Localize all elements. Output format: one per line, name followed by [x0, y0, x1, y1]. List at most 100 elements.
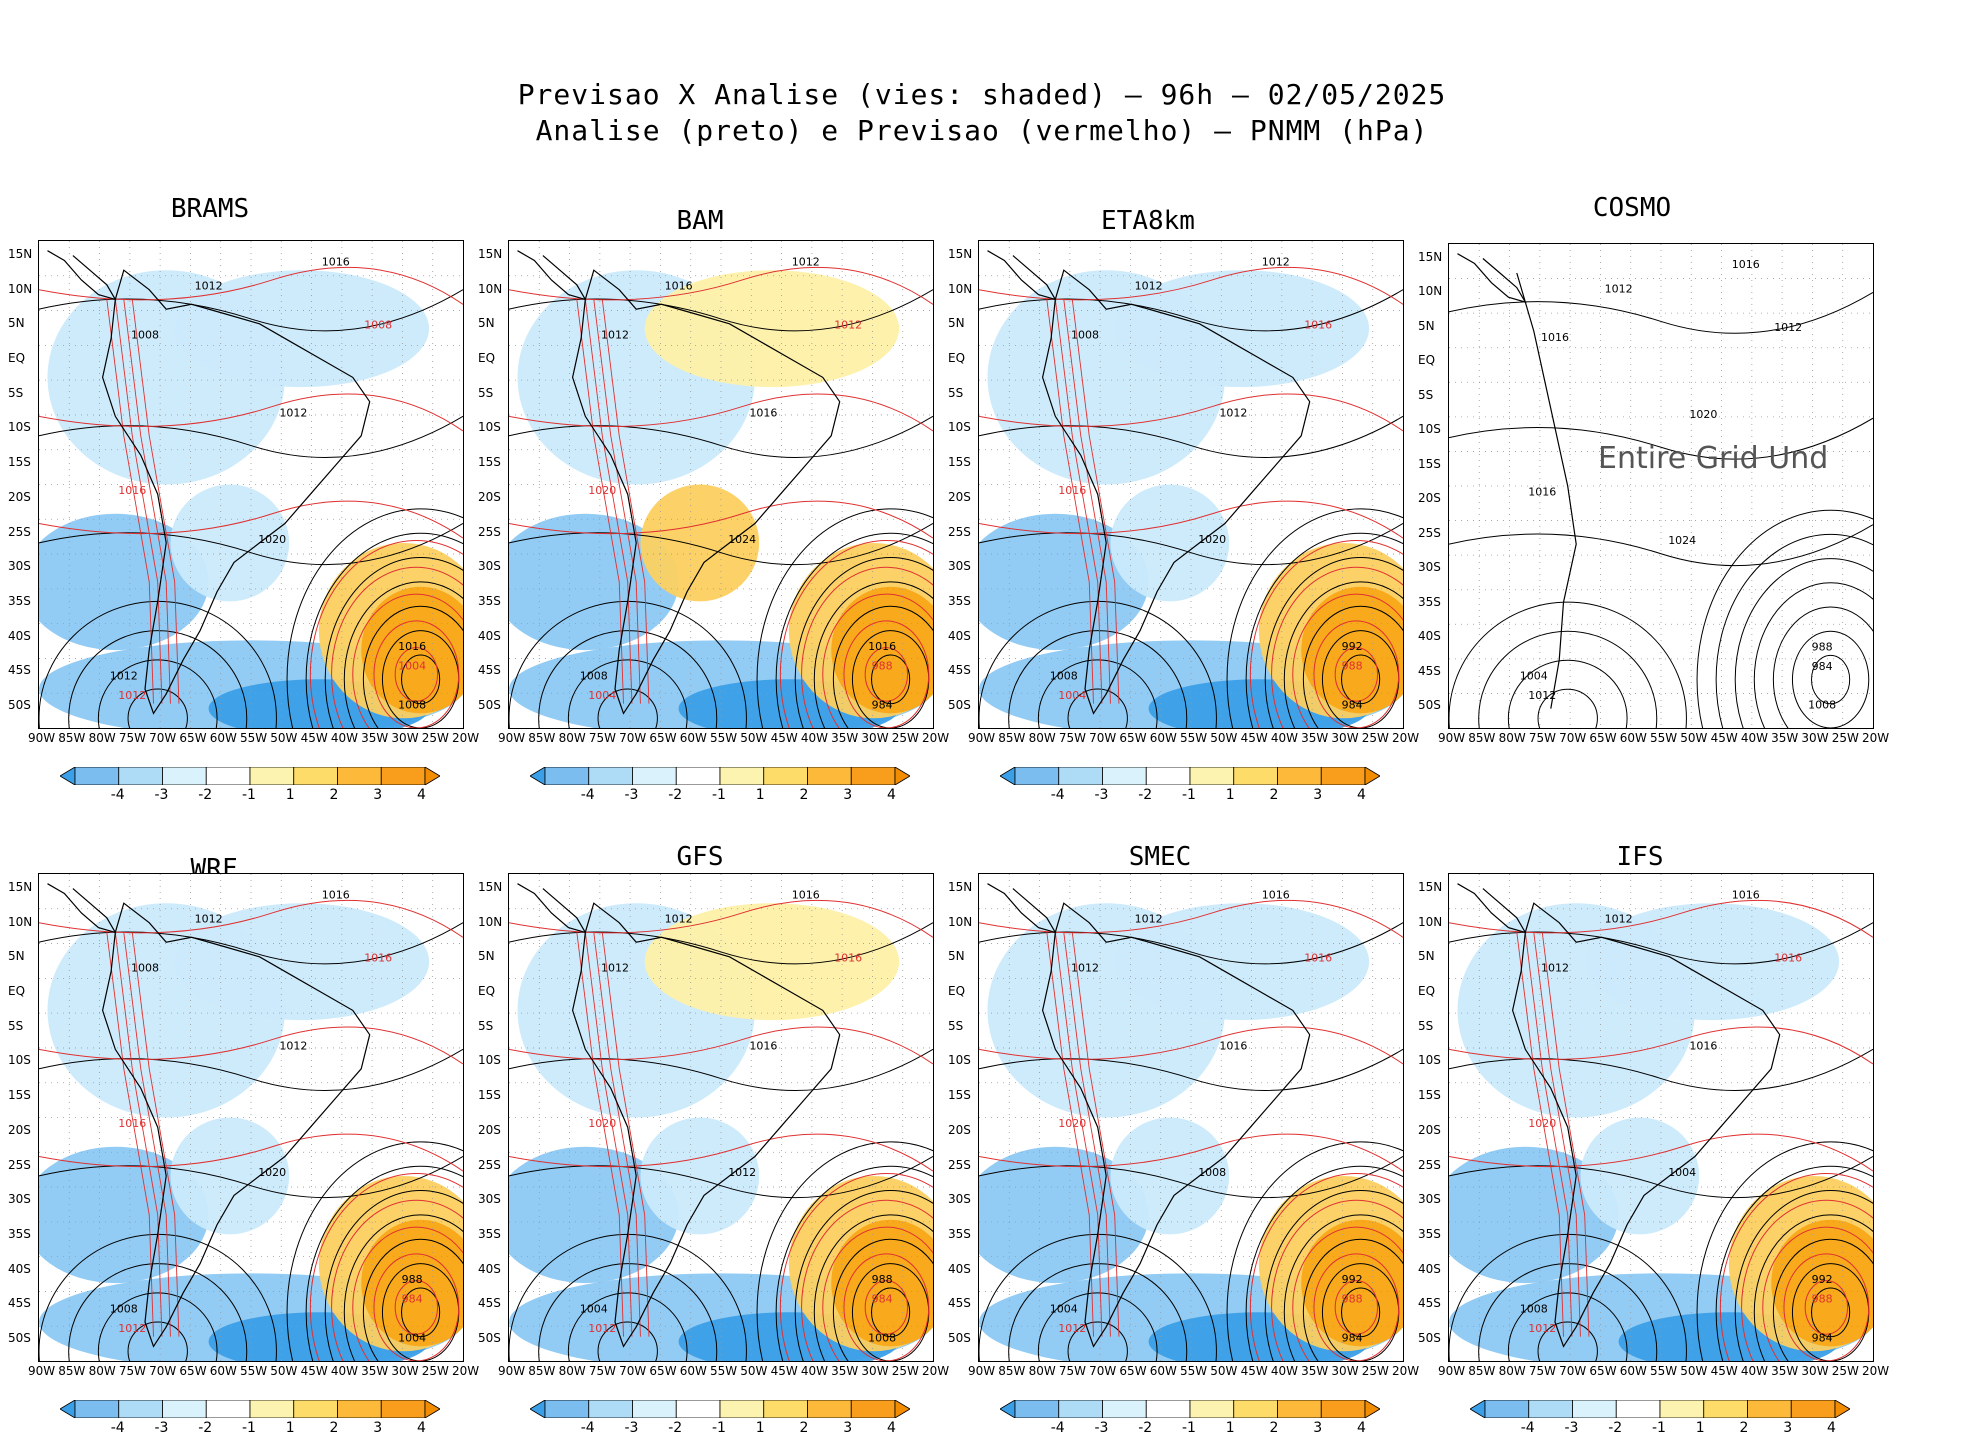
contour-label: 1008 [110, 1302, 138, 1315]
contour-label: 1016 [868, 640, 896, 653]
colorbar-label: -2 [1138, 787, 1153, 803]
contour-label: 1004 [1050, 1302, 1078, 1315]
colorbar-bin [1189, 767, 1235, 785]
lat-tick-label: 50S [948, 1331, 971, 1345]
lon-tick-label: 50W [1680, 1364, 1708, 1378]
contour-label: 988 [1812, 641, 1833, 654]
forecast-isobar [352, 1226, 463, 1361]
colorbar-bin [337, 767, 382, 785]
colorbar-bin [380, 767, 426, 785]
lat-tick-label: 30S [478, 1192, 501, 1207]
bias-shade-7 [1110, 1117, 1230, 1235]
forecast-isobar [1719, 1173, 1873, 1361]
lat-tick-label: 25S [8, 524, 31, 539]
colorbar-label: -3 [1094, 787, 1109, 803]
forecast-isobar [864, 1280, 909, 1335]
lon-tick-label: 55W [710, 1364, 738, 1378]
forecast-isobar [39, 1026, 463, 1065]
analysis-isobar [1302, 1238, 1403, 1361]
contour-label: 1012 [1541, 961, 1569, 974]
map-cosmo: 1012 1012 1016 1020 1016 1024 988 984 1008 1004 10… [1448, 243, 1874, 729]
lon-tick-label: 60W [1619, 1364, 1647, 1378]
colorbar [60, 1400, 440, 1418]
analysis-isobar [324, 1190, 463, 1361]
forecast-isobar [309, 540, 463, 728]
forecast-isobar [779, 1173, 933, 1361]
contour-label: 1016 [1541, 331, 1569, 344]
lon-tick-label: 90W [28, 731, 56, 745]
contour-label: 1008 [1808, 699, 1836, 712]
forecast-isobar [131, 932, 180, 1337]
forecast-isobar [131, 299, 180, 704]
lon-tick-label: 85W [998, 731, 1026, 745]
forecast-isobar [39, 393, 463, 432]
south-america-coastline [101, 902, 371, 1348]
bias-shade-2 [979, 513, 1149, 651]
lon-tick-label: 45W [1710, 731, 1738, 745]
analysis-isobar [1537, 1321, 1598, 1361]
lat-tick-label: 20S [8, 489, 31, 504]
colorbar [1000, 767, 1380, 785]
south-america-coastline [1041, 269, 1311, 715]
colorbar-bin [162, 1400, 207, 1418]
lat-tick-label: 10N [1418, 284, 1443, 299]
lon-tick-label: 75W [118, 731, 146, 745]
lat-tick-label: 10S [8, 420, 31, 435]
colorbar-min-arrow [1000, 767, 1016, 785]
lon-tick-label: 30W [861, 731, 889, 745]
colorbar [60, 767, 440, 785]
lat-tick-label: 50S [948, 698, 971, 712]
colorbar-label: 4 [417, 787, 426, 803]
lon-tick-label: 25W [1831, 1364, 1859, 1378]
colorbar-label: 3 [1313, 787, 1323, 803]
lon-tick-label: 60W [679, 731, 707, 745]
analysis-isobar [1302, 605, 1403, 728]
colorbar-bin [1320, 767, 1366, 785]
bias-shade-1 [174, 270, 430, 388]
forecast-isobar [601, 299, 650, 704]
lon-tick-label: 45W [770, 1364, 798, 1378]
forecast-isobar [979, 393, 1403, 432]
analysis-isobar [1264, 557, 1403, 728]
analysis-isobar [1226, 508, 1403, 728]
colorbar-label: 1 [1225, 787, 1235, 803]
forecast-isobar [1524, 932, 1573, 1337]
lon-tick-label: 85W [528, 1364, 556, 1378]
contour-label: 1012 [792, 255, 820, 268]
contour-label: 1012 [1605, 282, 1633, 295]
forecast-isobar [1063, 299, 1111, 704]
lat-tick-label: 40S [8, 1261, 31, 1276]
lon-tick-label: 45W [1240, 1364, 1268, 1378]
contour-label: 1012 [118, 1322, 146, 1335]
lon-tick-label: 45W [300, 1364, 328, 1378]
contour-label: 1008 [1520, 1302, 1548, 1315]
contour-label: 992 [1812, 1273, 1833, 1286]
lat-tick-label: EQ [1418, 353, 1436, 368]
analysis-isobar [39, 415, 463, 458]
lon-tick-label: 90W [28, 1364, 56, 1378]
contour-label: 988 [1342, 660, 1363, 673]
colorbar-bin [118, 767, 163, 785]
colorbar-label: 3 [373, 787, 383, 803]
analysis-isobar [813, 581, 933, 728]
analysis-isobar [305, 1165, 463, 1361]
contour-label: 1012 [588, 1322, 616, 1335]
analysis-isobar [597, 1321, 658, 1361]
forecast-isobar [123, 299, 171, 704]
colorbar-label: 3 [1783, 1420, 1793, 1436]
lat-tick-label: 25S [1418, 525, 1441, 540]
forecast-isobar [1271, 1199, 1403, 1361]
contour-label: 1012 [279, 406, 307, 419]
colorbar-min-arrow [60, 1400, 76, 1418]
colorbar-bin [293, 767, 338, 785]
lon-tick-label: 85W [58, 1364, 86, 1378]
colorbar-label: -2 [198, 1420, 213, 1436]
bias-shade-2 [39, 1146, 209, 1284]
colorbar-bin [205, 1400, 251, 1418]
colorbar-bin [1790, 1400, 1836, 1418]
forecast-isobar [352, 593, 463, 728]
lat-tick-label: 5N [478, 949, 495, 964]
lat-tick-label: 15N [8, 880, 33, 894]
lon-tick-label: 55W [240, 1364, 268, 1378]
analysis-isobar [832, 605, 933, 728]
